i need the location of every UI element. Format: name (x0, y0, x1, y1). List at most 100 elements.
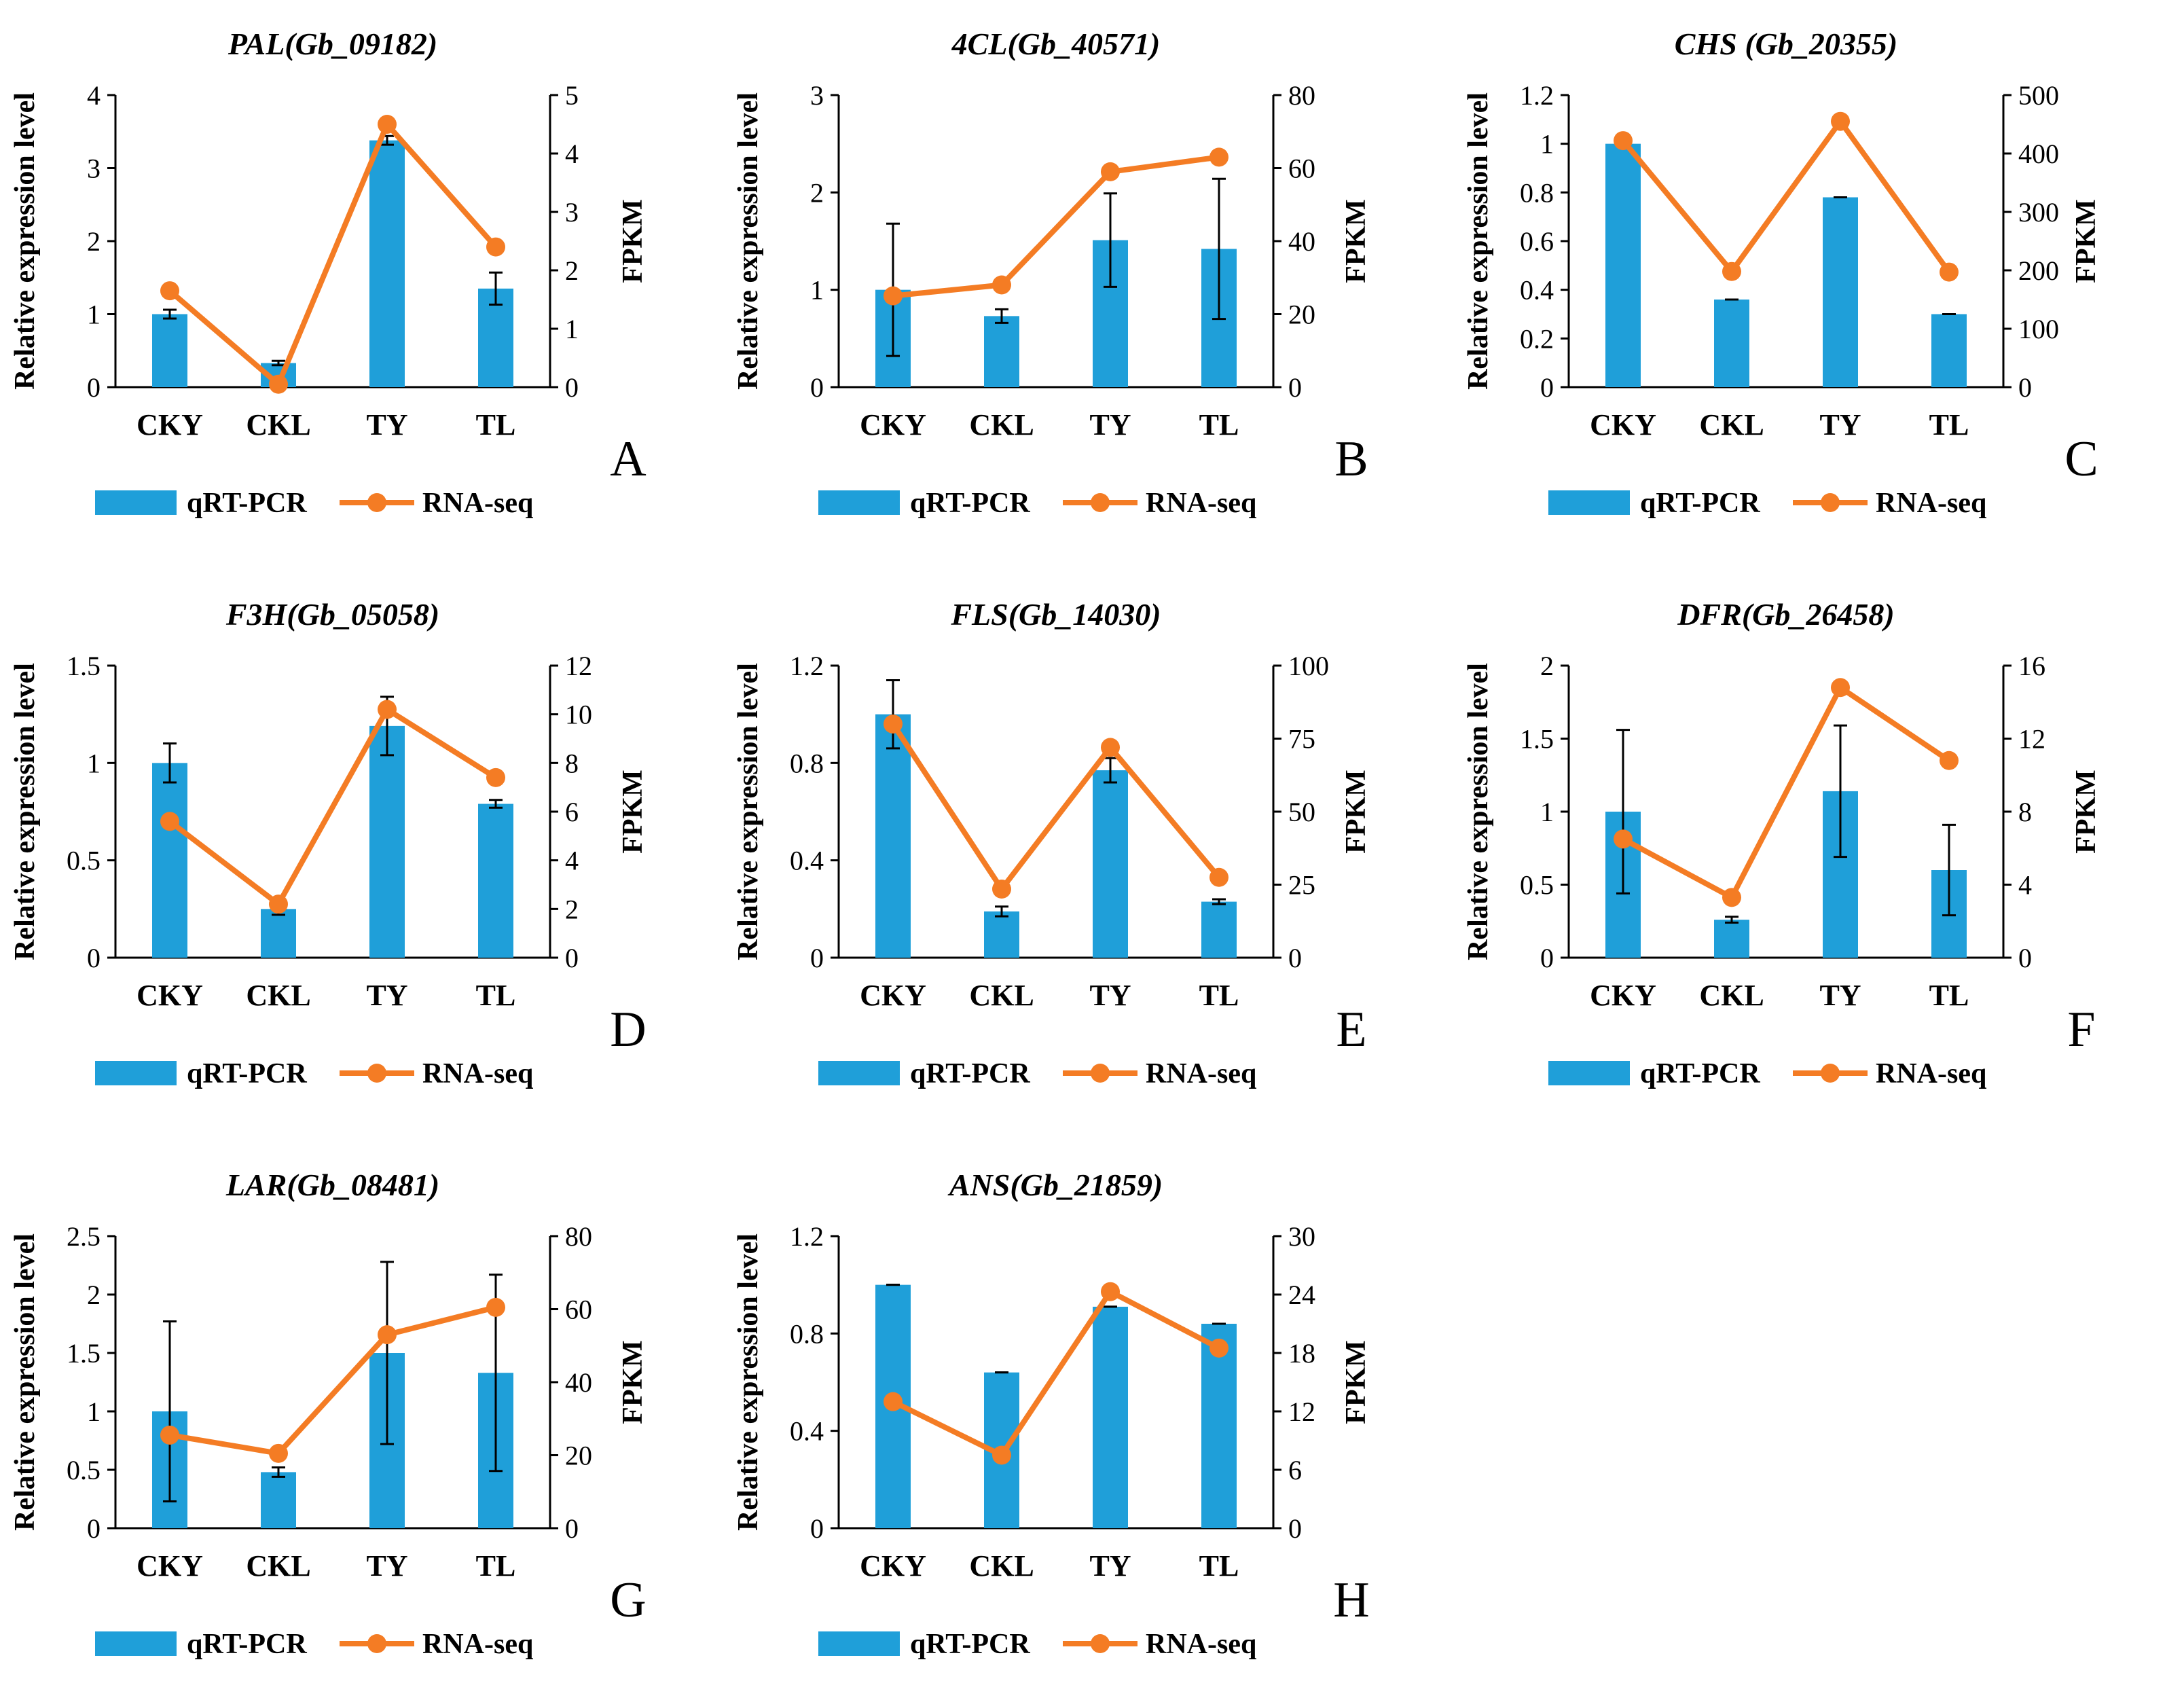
rna-seq-point-cky (160, 812, 179, 831)
rna-seq-point-ty (378, 1325, 397, 1345)
y2-tick-label: 0 (2018, 372, 2032, 403)
bar-tl (1201, 901, 1237, 958)
rna-seq-point-ty (1831, 111, 1850, 131)
chart-panel-c: CHS (Gb_20355) 0 0.2 0.4 0.6 0.8 1 1.2 0 100 200 30… (1453, 0, 2173, 557)
y-tick-label: 0.8 (790, 1318, 824, 1349)
chart-title: F3H(Gb_05058) (225, 597, 439, 632)
legend-bar-label: qRT-PCR (1640, 488, 1760, 519)
y-axis-label: Relative expression level (733, 1233, 764, 1531)
rna-seq-point-ckl (992, 879, 1011, 899)
rna-seq-line (168, 706, 498, 907)
chart-svg: CHS (Gb_20355) 0 0.2 0.4 0.6 0.8 1 1.2 0 100 200 30… (1463, 26, 2102, 519)
y2-tick-label: 40 (565, 1367, 592, 1398)
x-tick-label: CKY (860, 408, 926, 441)
y-tick-label: 1 (810, 275, 824, 306)
x-tick-label: CKY (1590, 979, 1656, 1012)
legend-bar-swatch (818, 1061, 900, 1085)
rna-seq-point-tl (1940, 262, 1959, 282)
y2-tick-label: 16 (2018, 651, 2045, 681)
y-tick-label: 1.2 (1520, 80, 1554, 111)
legend-bar-swatch (818, 490, 900, 515)
rna-seq-point-ty (1101, 1282, 1120, 1301)
chart-panel-h: ANS(Gb_21859) 0 0.4 0.8 1.2 0 6 12 18 24 30 Relativ… (723, 1141, 1443, 1698)
bar-cky (1605, 143, 1641, 387)
panel-letter: D (610, 1002, 646, 1058)
rna-seq-point-tl (1940, 751, 1959, 770)
x-tick-label: CKY (860, 1549, 926, 1583)
y2-tick-label: 8 (565, 748, 579, 778)
legend-bar-swatch (95, 1631, 177, 1656)
bar-cky (152, 763, 187, 958)
panel-letter: A (610, 431, 646, 487)
y2-tick-label: 20 (1288, 300, 1315, 330)
rna-seq-point-ty (1101, 738, 1120, 757)
chart-panel-f: DFR(Gb_26458) 0 0.5 1 1.5 2 0 4 8 12 16 Relative ex… (1453, 571, 2173, 1127)
y2-tick-label: 20 (565, 1441, 592, 1471)
legend-bar-label: qRT-PCR (187, 488, 307, 519)
legend-line-label: RNA-seq (422, 1629, 533, 1660)
legend-line-marker (367, 1064, 386, 1083)
x-tick-label: CKL (246, 1549, 310, 1583)
y-tick-label: 1.5 (67, 1338, 101, 1369)
y-tick-label: 2.5 (67, 1221, 101, 1252)
y-tick-label: 4 (87, 80, 101, 111)
legend-line-marker (1091, 1064, 1110, 1083)
x-tick-label: CKY (1590, 408, 1656, 441)
y-tick-label: 1.5 (1520, 724, 1554, 755)
y2-axis-label: FPKM (2071, 199, 2102, 283)
x-tick-label: TY (366, 979, 407, 1012)
y2-tick-label: 4 (2018, 870, 2032, 901)
y-axis-label: Relative expression level (10, 1233, 41, 1531)
x-tick-label: CKY (136, 408, 203, 441)
legend-bar-swatch (1548, 490, 1630, 515)
y-tick-label: 0 (810, 372, 824, 403)
x-tick-label: CKL (246, 979, 310, 1012)
y-tick-label: 0.4 (790, 846, 824, 876)
y2-tick-label: 60 (565, 1295, 592, 1325)
rna-seq-point-ty (378, 115, 397, 134)
rna-seq-point-ckl (269, 1443, 288, 1463)
y2-tick-label: 500 (2018, 80, 2059, 111)
y2-tick-label: 50 (1288, 797, 1315, 827)
y-axis-label: Relative expression level (10, 92, 41, 390)
rna-seq-point-ckl (269, 895, 288, 914)
y2-tick-label: 1 (565, 314, 579, 344)
rna-seq-point-cky (884, 715, 903, 734)
x-tick-label: CKY (860, 979, 926, 1012)
y-axis-label: Relative expression level (1463, 92, 1494, 390)
y2-tick-label: 80 (565, 1221, 592, 1252)
legend-line-marker (367, 1634, 386, 1653)
y-tick-label: 3 (87, 153, 101, 184)
y-tick-label: 1 (87, 300, 101, 330)
y-tick-label: 1.2 (790, 1221, 824, 1252)
x-tick-label: CKL (969, 408, 1034, 441)
y2-axis-label: FPKM (1341, 1340, 1372, 1424)
y-tick-label: 0.5 (1520, 870, 1554, 901)
bar-ckl (984, 911, 1019, 958)
panel-letter: B (1334, 431, 1368, 487)
y-tick-label: 1.2 (790, 651, 824, 681)
x-tick-label: TY (366, 408, 407, 441)
legend-line-label: RNA-seq (1146, 1629, 1256, 1660)
chart-svg: DFR(Gb_26458) 0 0.5 1 1.5 2 0 4 8 12 16 Relative ex… (1463, 597, 2102, 1089)
y2-tick-label: 100 (2018, 314, 2059, 344)
panel-letter: F (2067, 1002, 2095, 1058)
y-tick-label: 1 (87, 748, 101, 778)
y2-tick-label: 80 (1288, 80, 1315, 111)
figure: PAL(Gb_09182) 0 1 2 3 4 0 1 2 3 4 5 Relative express… (10, 0, 2173, 1660)
rna-seq-point-tl (486, 237, 505, 257)
rna-seq-point-ckl (269, 374, 288, 394)
x-tick-label: TY (1819, 408, 1861, 441)
chart-svg: FLS(Gb_14030) 0 0.4 0.8 1.2 0 25 50 75 100 Relativ… (733, 597, 1372, 1089)
y2-tick-label: 30 (1288, 1221, 1315, 1252)
rna-seq-point-cky (160, 281, 179, 301)
y-tick-label: 0.4 (790, 1416, 824, 1447)
rna-seq-point-tl (486, 767, 505, 787)
rna-seq-line (1620, 118, 1952, 274)
chart-panel-g: LAR(Gb_08481) 0 0.5 1 1.5 2 2.5 0 20 40 60 80 Relati… (0, 1141, 720, 1698)
y2-tick-label: 6 (565, 797, 579, 827)
x-tick-label: TL (1199, 408, 1239, 441)
y2-tick-label: 40 (1288, 226, 1315, 257)
x-tick-label: TY (366, 1549, 407, 1583)
y2-tick-label: 3 (565, 197, 579, 228)
